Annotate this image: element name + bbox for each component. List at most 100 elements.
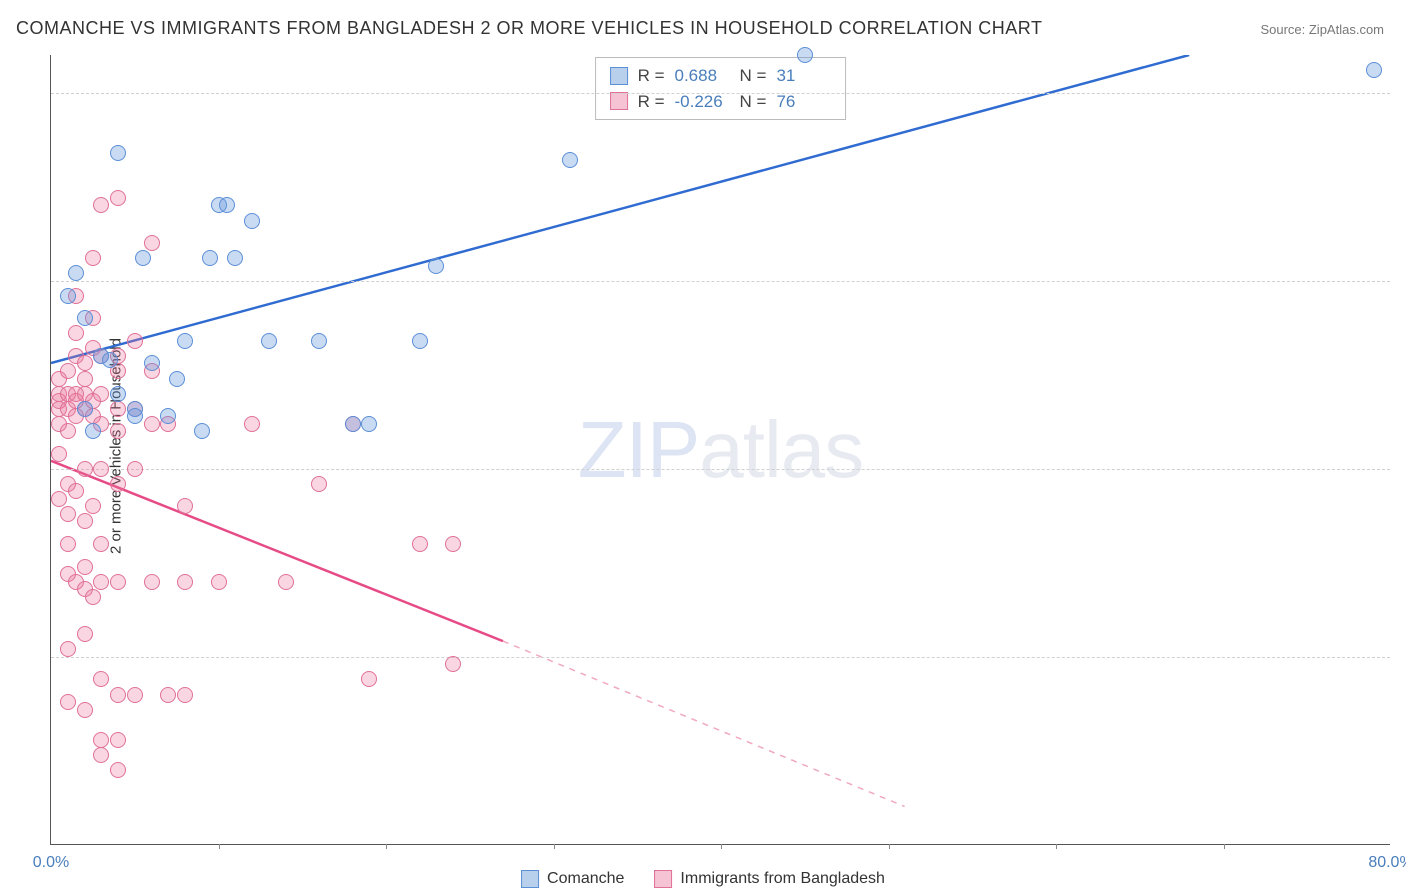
- data-point: [127, 461, 143, 477]
- data-point: [77, 355, 93, 371]
- data-point: [85, 250, 101, 266]
- data-point: [85, 589, 101, 605]
- data-point: [110, 145, 126, 161]
- bottom-legend: Comanche Immigrants from Bangladesh: [513, 870, 893, 888]
- data-point: [244, 416, 260, 432]
- data-point: [51, 491, 67, 507]
- data-point: [77, 513, 93, 529]
- swatch-bangladesh: [610, 92, 628, 110]
- data-point: [110, 732, 126, 748]
- xtick-mark: [554, 844, 555, 849]
- data-point: [227, 250, 243, 266]
- watermark: ZIPatlas: [578, 404, 863, 496]
- data-point: [77, 559, 93, 575]
- data-point: [110, 574, 126, 590]
- data-point: [177, 333, 193, 349]
- data-point: [68, 325, 84, 341]
- ytick-label: 25.0%: [1400, 648, 1406, 666]
- data-point: [144, 574, 160, 590]
- xtick-mark: [1056, 844, 1057, 849]
- data-point: [68, 265, 84, 281]
- data-point: [51, 446, 67, 462]
- xtick-mark: [1224, 844, 1225, 849]
- data-point: [93, 747, 109, 763]
- data-point: [127, 687, 143, 703]
- data-point: [278, 574, 294, 590]
- data-point: [160, 408, 176, 424]
- data-point: [110, 190, 126, 206]
- data-point: [127, 333, 143, 349]
- data-point: [177, 687, 193, 703]
- data-point: [311, 333, 327, 349]
- plot-area: ZIPatlas R = 0.688 N = 31 R = -0.226 N =…: [50, 55, 1390, 845]
- ytick-label: 50.0%: [1400, 460, 1406, 478]
- data-point: [77, 371, 93, 387]
- xtick-mark: [721, 844, 722, 849]
- xtick-mark: [889, 844, 890, 849]
- data-point: [110, 401, 126, 417]
- data-point: [445, 536, 461, 552]
- data-point: [144, 416, 160, 432]
- gridline: [51, 657, 1390, 658]
- data-point: [110, 762, 126, 778]
- xtick-mark: [386, 844, 387, 849]
- data-point: [93, 671, 109, 687]
- legend-item-bangladesh: Immigrants from Bangladesh: [654, 870, 885, 888]
- data-point: [562, 152, 578, 168]
- data-point: [160, 687, 176, 703]
- data-point: [1366, 62, 1382, 78]
- legend-item-comanche: Comanche: [521, 870, 624, 888]
- ytick-label: 75.0%: [1400, 272, 1406, 290]
- data-point: [85, 498, 101, 514]
- data-point: [169, 371, 185, 387]
- data-point: [144, 235, 160, 251]
- xtick-mark: [219, 844, 220, 849]
- legend-label-comanche: Comanche: [547, 870, 624, 888]
- data-point: [110, 476, 126, 492]
- data-point: [244, 213, 260, 229]
- data-point: [60, 536, 76, 552]
- data-point: [93, 536, 109, 552]
- data-point: [77, 401, 93, 417]
- source-label: Source: ZipAtlas.com: [1260, 22, 1384, 37]
- stats-legend: R = 0.688 N = 31 R = -0.226 N = 76: [595, 57, 847, 120]
- data-point: [77, 702, 93, 718]
- data-point: [110, 687, 126, 703]
- trend-lines: [51, 55, 1390, 844]
- xtick-label: 0.0%: [33, 854, 69, 872]
- ytick-label: 100.0%: [1400, 84, 1406, 102]
- data-point: [412, 333, 428, 349]
- data-point: [77, 310, 93, 326]
- data-point: [194, 423, 210, 439]
- data-point: [77, 461, 93, 477]
- data-point: [311, 476, 327, 492]
- gridline: [51, 469, 1390, 470]
- data-point: [93, 461, 109, 477]
- data-point: [345, 416, 361, 432]
- data-point: [135, 250, 151, 266]
- data-point: [361, 671, 377, 687]
- data-point: [60, 288, 76, 304]
- gridline: [51, 93, 1390, 94]
- data-point: [202, 250, 218, 266]
- chart-title: COMANCHE VS IMMIGRANTS FROM BANGLADESH 2…: [16, 18, 1042, 39]
- data-point: [127, 408, 143, 424]
- data-point: [85, 423, 101, 439]
- data-point: [428, 258, 444, 274]
- data-point: [60, 641, 76, 657]
- data-point: [93, 197, 109, 213]
- data-point: [110, 386, 126, 402]
- data-point: [219, 197, 235, 213]
- data-point: [177, 498, 193, 514]
- data-point: [797, 47, 813, 63]
- data-point: [110, 423, 126, 439]
- data-point: [68, 483, 84, 499]
- data-point: [261, 333, 277, 349]
- swatch-comanche: [610, 67, 628, 85]
- legend-swatch-comanche: [521, 870, 539, 888]
- data-point: [60, 506, 76, 522]
- data-point: [445, 656, 461, 672]
- legend-label-bangladesh: Immigrants from Bangladesh: [680, 870, 885, 888]
- data-point: [93, 732, 109, 748]
- data-point: [60, 694, 76, 710]
